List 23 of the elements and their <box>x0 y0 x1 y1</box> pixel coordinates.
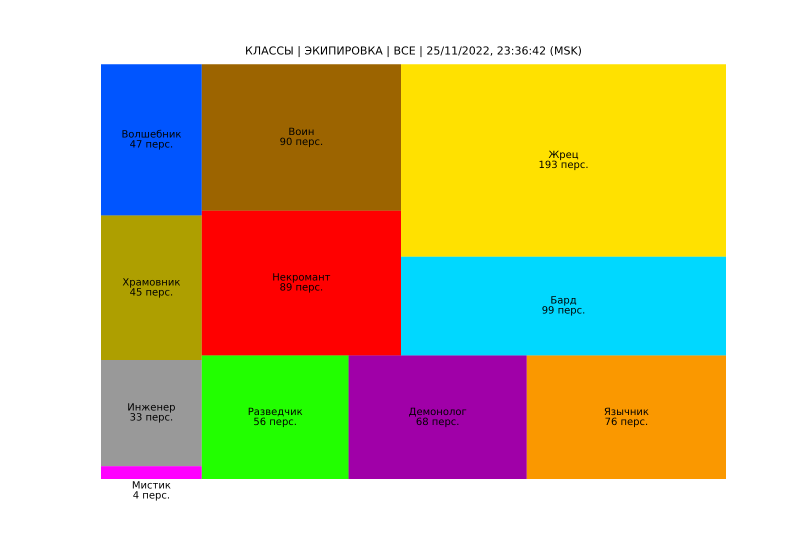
category-label: Храмовник <box>122 277 180 288</box>
category-label: Разведчик <box>248 406 303 418</box>
data-label: 193 перс. <box>538 160 588 172</box>
category-label: Жрец <box>548 150 579 162</box>
category-label: Демонолог <box>408 406 467 418</box>
category-label: Мистик <box>132 480 171 492</box>
category-label: Инженер <box>127 402 176 414</box>
category-label: Воин <box>288 126 314 138</box>
category-label: Волшебник <box>121 129 182 140</box>
data-label: 4 перс. <box>132 490 170 502</box>
data-label: 47 перс. <box>130 139 174 150</box>
data-label: 68 перс. <box>416 416 460 428</box>
data-label: 33 перс. <box>130 412 174 424</box>
text: КЛАССЫ | ЭКИПИРОВКА | ВСЕ | 25/11/2022, 23:36:42 (MSK) <box>245 44 582 58</box>
data-label: 89 перс. <box>280 282 324 294</box>
data-label: 99 перс. <box>542 306 586 317</box>
category-label: Язычник <box>604 406 649 418</box>
data-label: 76 перс. <box>604 416 648 428</box>
category-label: Бард <box>550 296 577 307</box>
data-label: 45 перс. <box>130 287 174 298</box>
data-label: 56 перс. <box>253 416 297 428</box>
category-label: Некромант <box>272 272 331 284</box>
data-label: 90 перс. <box>280 136 324 148</box>
